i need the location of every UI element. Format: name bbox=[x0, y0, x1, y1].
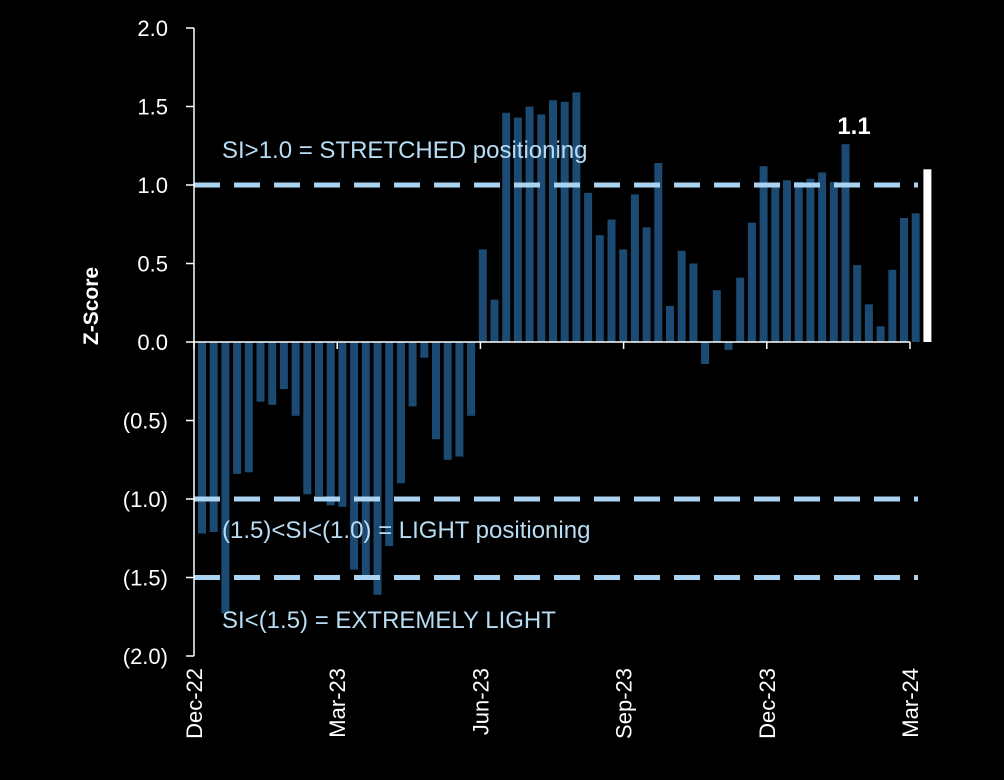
bar bbox=[420, 342, 429, 358]
x-tick-label: Mar-24 bbox=[898, 668, 923, 738]
bar bbox=[408, 342, 417, 407]
stretched-annotation: SI>1.0 = STRETCHED positioning bbox=[222, 137, 588, 164]
bar bbox=[888, 269, 897, 342]
bar bbox=[724, 342, 733, 350]
bar bbox=[338, 342, 347, 507]
bar bbox=[794, 181, 803, 342]
bar bbox=[677, 250, 686, 342]
bar bbox=[385, 342, 394, 547]
bar bbox=[607, 219, 616, 342]
y-tick-label: (2.0) bbox=[123, 644, 168, 669]
bar bbox=[642, 227, 651, 342]
bar bbox=[783, 180, 791, 342]
bar bbox=[455, 342, 464, 457]
y-tick-label: (1.0) bbox=[123, 487, 168, 512]
bar bbox=[244, 342, 253, 473]
bar bbox=[513, 117, 522, 342]
bar bbox=[806, 178, 815, 342]
bar bbox=[467, 342, 476, 416]
bar bbox=[350, 342, 359, 570]
x-tick-label: Jun-23 bbox=[468, 668, 493, 735]
bar bbox=[654, 163, 663, 342]
y-axis-title: Z-Score bbox=[80, 267, 103, 345]
bar bbox=[502, 112, 511, 342]
bar bbox=[560, 101, 569, 342]
bar bbox=[221, 342, 230, 614]
bar bbox=[256, 342, 265, 402]
bar bbox=[771, 185, 780, 342]
bar bbox=[747, 222, 756, 342]
bar bbox=[864, 304, 873, 342]
y-tick-label: 1.0 bbox=[137, 173, 168, 198]
bar bbox=[233, 342, 242, 474]
bar bbox=[443, 342, 452, 460]
bar bbox=[911, 213, 920, 342]
bar bbox=[303, 342, 312, 495]
bar bbox=[490, 299, 499, 342]
bar bbox=[701, 342, 710, 364]
bar bbox=[478, 249, 487, 342]
bar bbox=[818, 172, 827, 342]
bar bbox=[326, 342, 335, 506]
bar bbox=[900, 218, 908, 342]
bar bbox=[853, 265, 862, 342]
y-tick-label: 0.5 bbox=[137, 252, 168, 277]
bar bbox=[584, 192, 593, 342]
bar bbox=[315, 342, 323, 496]
latest-bar bbox=[923, 169, 932, 342]
bar bbox=[396, 342, 405, 484]
bar bbox=[712, 290, 721, 342]
bar bbox=[595, 235, 604, 342]
bar bbox=[572, 92, 581, 343]
bar bbox=[268, 342, 277, 405]
bar bbox=[841, 144, 850, 342]
bar bbox=[630, 194, 639, 342]
x-tick-label: Dec-23 bbox=[755, 668, 780, 739]
x-tick-labels: Dec-22 Mar-23 Jun-23 Sep-23 Dec-23 Mar-24 bbox=[182, 668, 923, 739]
y-tick-label: (1.5) bbox=[123, 566, 168, 591]
y-tick-label: (0.5) bbox=[123, 409, 168, 434]
bar bbox=[689, 263, 698, 342]
bar bbox=[432, 342, 440, 440]
extremely-light-annotation: SI<(1.5) = EXTREMELY LIGHT bbox=[222, 607, 556, 634]
bar bbox=[373, 342, 382, 595]
bar bbox=[279, 342, 288, 390]
bar bbox=[549, 100, 557, 342]
threshold-lines bbox=[194, 182, 918, 580]
latest-value-label: 1.1 bbox=[837, 113, 870, 140]
bar bbox=[736, 277, 745, 342]
bar bbox=[525, 106, 534, 342]
bar bbox=[619, 249, 628, 342]
bar bbox=[291, 342, 300, 416]
bar bbox=[209, 342, 218, 532]
y-tick-label: 2.0 bbox=[137, 16, 168, 41]
axes bbox=[186, 27, 911, 657]
bar bbox=[829, 181, 838, 342]
x-tick-label: Mar-23 bbox=[325, 668, 350, 738]
x-tick-label: Dec-22 bbox=[182, 668, 207, 739]
bar bbox=[537, 114, 546, 343]
y-tick-label: 1.5 bbox=[137, 95, 168, 120]
bar bbox=[876, 326, 885, 342]
y-tick-labels: (2.0) (1.5) (1.0) (0.5) 0.0 0.5 1.0 1.5 2.0 bbox=[123, 16, 168, 669]
x-tick-label: Sep-23 bbox=[612, 668, 637, 739]
bar bbox=[198, 342, 206, 534]
y-tick-label: 0.0 bbox=[137, 330, 168, 355]
light-annotation: (1.5)<SI<(1.0) = LIGHT positioning bbox=[222, 517, 590, 544]
bar bbox=[759, 166, 768, 342]
bar-series bbox=[198, 92, 932, 614]
bar bbox=[666, 305, 674, 342]
bar bbox=[361, 342, 370, 576]
